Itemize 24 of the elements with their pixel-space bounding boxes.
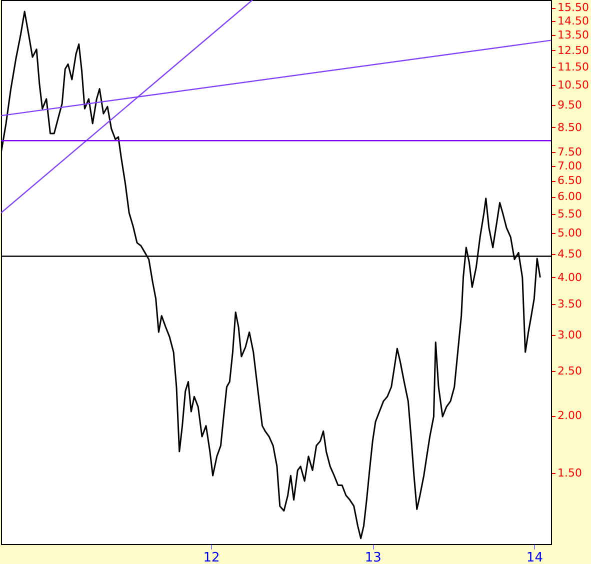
y-tick-label: 3.00 — [558, 328, 582, 342]
y-tick-label: 4.50 — [558, 248, 582, 261]
y-tick-label: 11.50 — [558, 60, 589, 74]
y-tick-label: 2.00 — [558, 409, 582, 422]
y-tick-label: 9.50 — [558, 98, 582, 112]
y-tick-label: 1.50 — [558, 466, 582, 480]
x-tick-label: 12 — [203, 550, 220, 564]
y-tick-label: 15.50 — [558, 1, 589, 14]
y-tick-label: 14.50 — [558, 14, 589, 28]
y-tick-label: 5.00 — [558, 226, 582, 240]
y-tick-label: 4.00 — [558, 270, 582, 284]
y-tick-label: 13.50 — [558, 28, 589, 42]
y-tick-label: 10.50 — [558, 78, 589, 92]
y-tick-label: 3.50 — [558, 298, 582, 311]
y-tick-label: 8.50 — [558, 120, 582, 134]
y-tick-label: 5.50 — [558, 208, 582, 221]
y-tick-label: 7.00 — [558, 159, 582, 172]
x-tick-label: 13 — [364, 550, 382, 564]
x-tick-label: 14 — [526, 550, 543, 564]
y-tick-label: 12.50 — [558, 44, 589, 57]
y-tick-label: 6.50 — [558, 174, 582, 188]
y-tick-label: 2.50 — [558, 364, 582, 378]
y-tick-label: 6.00 — [558, 190, 582, 204]
y-tick-label: 7.50 — [558, 146, 582, 159]
